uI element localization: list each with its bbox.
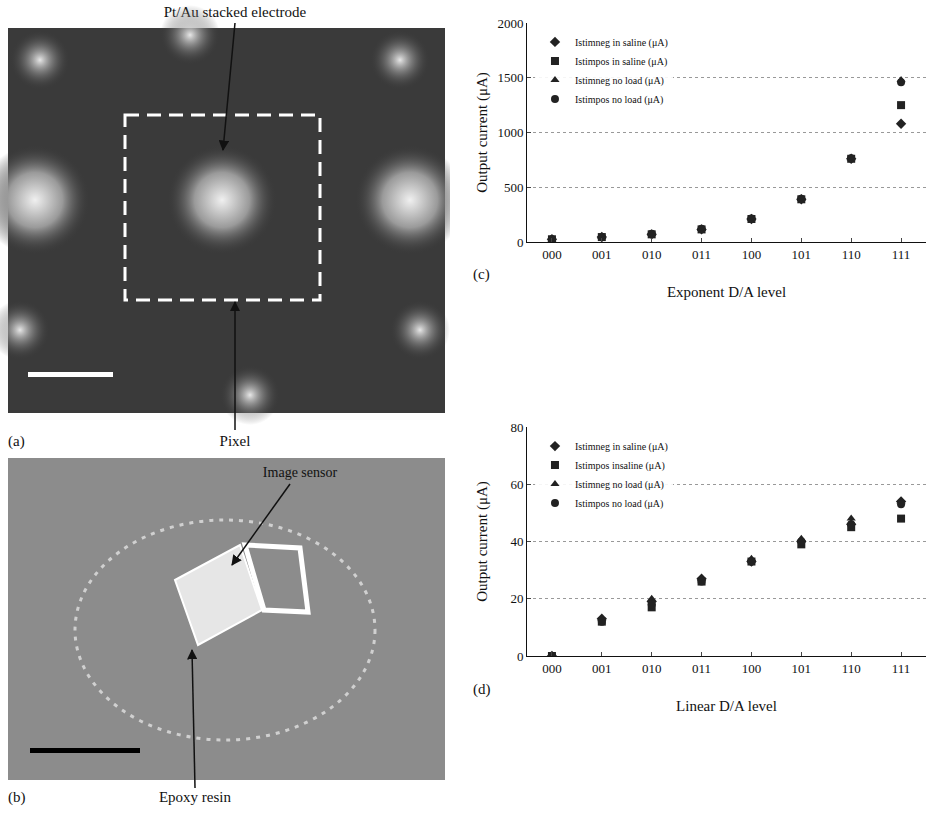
svg-text:40: 40 <box>510 534 523 549</box>
svg-text:100: 100 <box>742 247 762 262</box>
svg-text:(a): (a) <box>8 433 25 450</box>
svg-text:000: 000 <box>542 247 562 262</box>
svg-text:Output current (μA): Output current (μA) <box>474 72 491 193</box>
svg-text:000: 000 <box>542 661 562 676</box>
svg-text:011: 011 <box>692 247 711 262</box>
svg-text:(c): (c) <box>473 266 490 283</box>
svg-text:011: 011 <box>692 661 711 676</box>
svg-text:Istimpos in saline (μA): Istimpos in saline (μA) <box>575 56 667 68</box>
svg-text:001: 001 <box>592 661 612 676</box>
svg-text:Istimpos insaline (μA): Istimpos insaline (μA) <box>575 460 665 472</box>
svg-text:(d): (d) <box>473 681 491 698</box>
svg-text:Output current (μA): Output current (μA) <box>474 481 491 602</box>
svg-text:2000: 2000 <box>497 16 523 31</box>
svg-text:110: 110 <box>842 247 861 262</box>
svg-text:101: 101 <box>792 661 812 676</box>
svg-text:Istimneg no load (μA): Istimneg no load (μA) <box>575 479 664 491</box>
svg-text:0: 0 <box>517 649 524 664</box>
svg-text:1500: 1500 <box>497 70 523 85</box>
svg-text:010: 010 <box>642 661 662 676</box>
svg-text:Linear D/A level: Linear D/A level <box>676 698 777 714</box>
svg-text:1000: 1000 <box>497 125 523 140</box>
svg-text:Istimneg no load (μA): Istimneg no load (μA) <box>575 75 664 87</box>
svg-text:Epoxy resin: Epoxy resin <box>159 789 232 805</box>
svg-text:Pixel: Pixel <box>220 433 251 449</box>
svg-text:500: 500 <box>504 180 524 195</box>
svg-text:Image sensor: Image sensor <box>263 465 338 480</box>
svg-text:0: 0 <box>517 235 524 250</box>
svg-text:Istimneg in saline (μA): Istimneg in saline (μA) <box>575 37 668 49</box>
svg-text:80: 80 <box>510 420 523 435</box>
svg-text:60: 60 <box>510 477 523 492</box>
svg-text:001: 001 <box>592 247 612 262</box>
svg-text:111: 111 <box>892 661 911 676</box>
svg-text:Istimneg in saline (μA): Istimneg in saline (μA) <box>575 441 668 453</box>
svg-text:110: 110 <box>842 661 861 676</box>
svg-text:Exponent D/A level: Exponent D/A level <box>667 284 786 300</box>
svg-text:Pt/Au stacked electrode: Pt/Au stacked electrode <box>163 4 307 20</box>
svg-text:20: 20 <box>510 591 523 606</box>
svg-text:101: 101 <box>792 247 812 262</box>
svg-text:(b): (b) <box>8 789 26 806</box>
svg-text:Istimpos no load (μA): Istimpos no load (μA) <box>575 94 663 106</box>
svg-text:100: 100 <box>742 661 762 676</box>
svg-text:010: 010 <box>642 247 662 262</box>
svg-text:111: 111 <box>892 247 911 262</box>
svg-text:Istimpos no load (μA): Istimpos no load (μA) <box>575 498 663 510</box>
